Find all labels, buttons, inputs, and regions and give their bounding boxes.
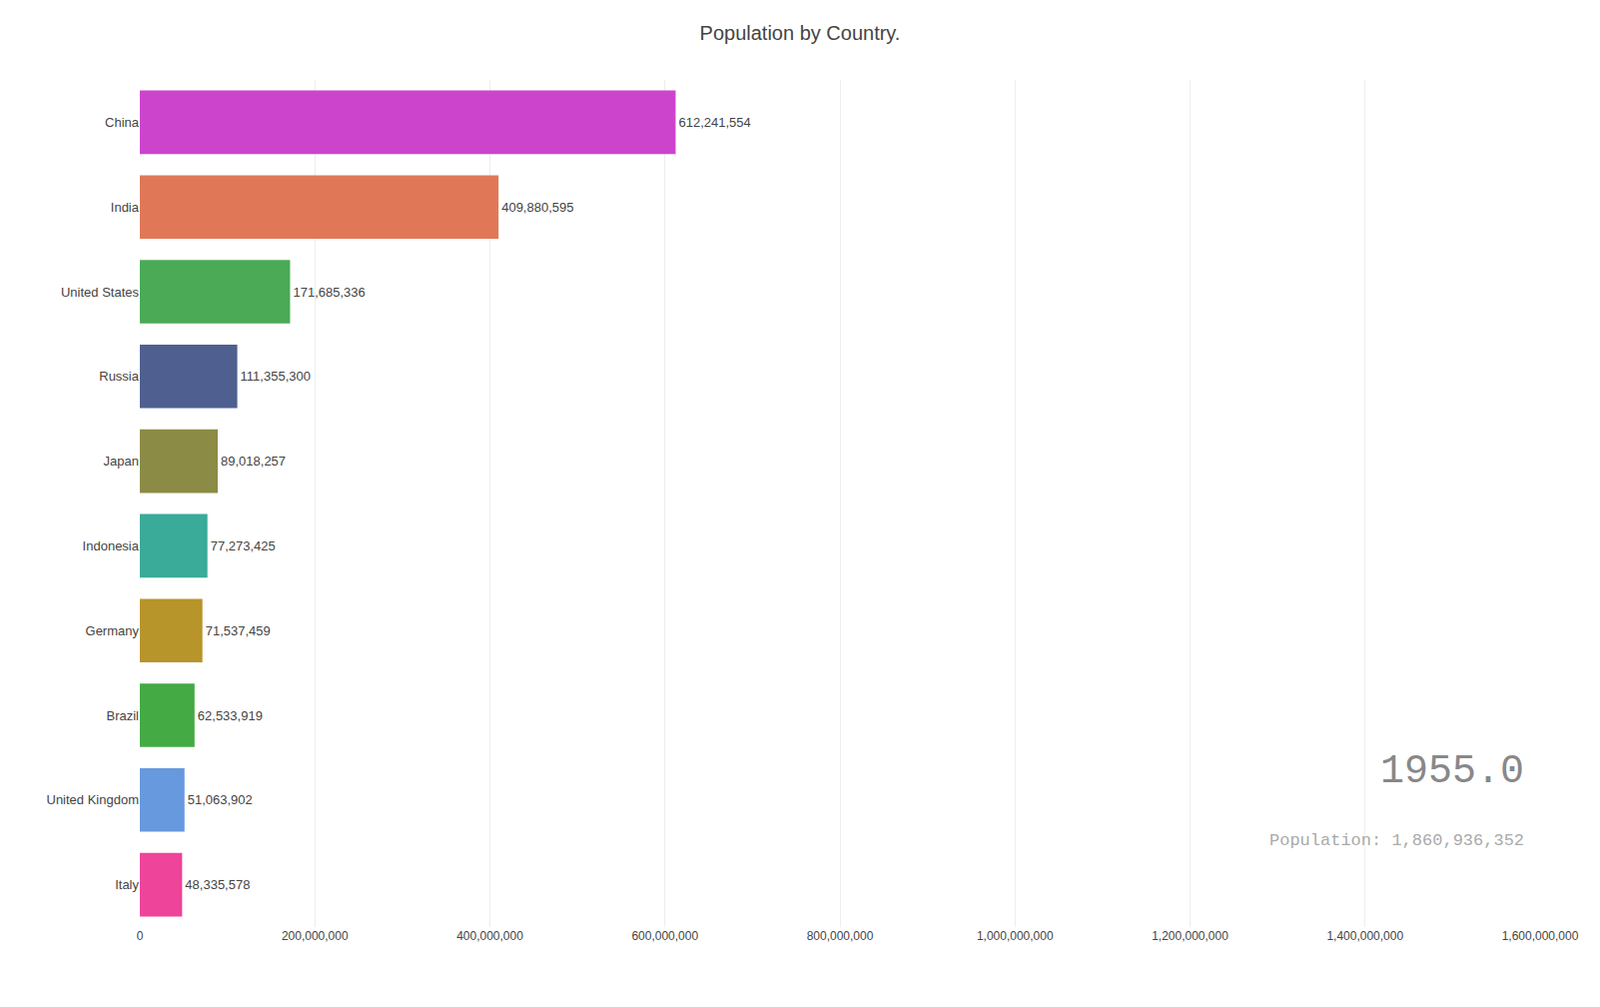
svg-text:71,537,459: 71,537,459 — [205, 623, 271, 639]
svg-text:Germany: Germany — [85, 623, 140, 639]
svg-text:400,000,000: 400,000,000 — [456, 928, 524, 943]
svg-text:Indonesia: Indonesia — [82, 538, 140, 554]
svg-text:Brazil: Brazil — [105, 708, 139, 724]
svg-text:1,200,000,000: 1,200,000,000 — [1151, 928, 1229, 943]
svg-text:China: China — [104, 114, 140, 130]
svg-text:1,000,000,000: 1,000,000,000 — [976, 928, 1054, 943]
svg-text:1,600,000,000: 1,600,000,000 — [1502, 928, 1580, 943]
svg-text:51,063,902: 51,063,902 — [187, 792, 253, 807]
svg-text:48,335,578: 48,335,578 — [184, 876, 250, 892]
svg-text:171,685,336: 171,685,336 — [292, 284, 365, 300]
svg-text:Population: 1,860,936,352: Population: 1,860,936,352 — [1269, 830, 1525, 850]
svg-text:1955.0: 1955.0 — [1380, 749, 1525, 795]
svg-text:612,241,554: 612,241,554 — [678, 114, 751, 130]
svg-text:United States: United States — [60, 284, 140, 300]
svg-text:77,273,425: 77,273,425 — [210, 538, 276, 554]
svg-text:Russia: Russia — [98, 368, 140, 384]
svg-text:89,018,257: 89,018,257 — [220, 453, 286, 469]
svg-text:1,400,000,000: 1,400,000,000 — [1326, 928, 1404, 943]
svg-text:Italy: Italy — [114, 876, 139, 892]
svg-text:India: India — [110, 199, 140, 215]
svg-text:600,000,000: 600,000,000 — [631, 928, 699, 943]
svg-text:800,000,000: 800,000,000 — [806, 928, 874, 943]
svg-text:62,533,919: 62,533,919 — [197, 708, 263, 724]
svg-text:200,000,000: 200,000,000 — [281, 928, 349, 943]
svg-text:Population by Country.: Population by Country. — [700, 21, 901, 44]
svg-text:Japan: Japan — [103, 453, 139, 469]
svg-text:409,880,595: 409,880,595 — [501, 199, 574, 215]
svg-text:United Kingdom: United Kingdom — [46, 792, 140, 807]
svg-text:111,355,300: 111,355,300 — [240, 368, 311, 384]
svg-text:0: 0 — [136, 928, 144, 943]
